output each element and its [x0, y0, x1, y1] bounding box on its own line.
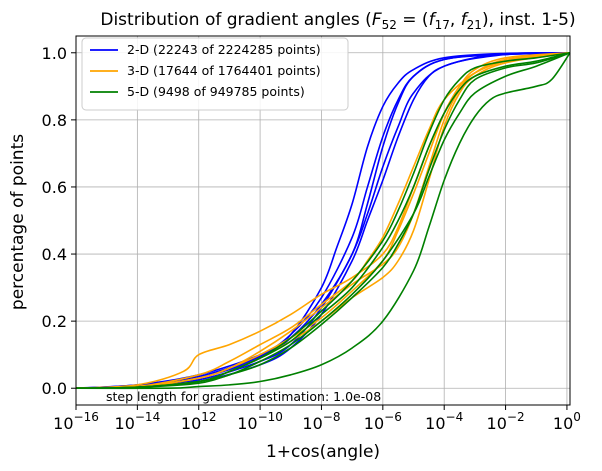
x-tick-label: 10−2	[487, 410, 525, 433]
series-2-line-0	[75, 52, 571, 390]
legend-box	[81, 37, 349, 111]
series-1-line-4	[75, 51, 571, 390]
series-1-line-1	[75, 51, 571, 390]
series-0-line-2	[75, 51, 571, 390]
legend: 2-D (22243 of 2224285 points) 3-D (17644 …	[81, 37, 349, 111]
legend-entry: 2-D (22243 of 2224285 points)	[127, 42, 321, 57]
y-tick-label: 0.8	[42, 111, 67, 130]
y-axis-label: percentage of points	[8, 134, 28, 310]
plot-frame	[75, 35, 571, 406]
y-tick-label: 0.6	[42, 178, 67, 197]
x-tick-label: 10−14	[115, 410, 161, 433]
x-tick-label: 100	[553, 410, 581, 433]
x-tick-label: 10−16	[53, 410, 99, 433]
x-tick-label: 1012	[181, 410, 217, 433]
x-tick-label: 10−6	[364, 410, 402, 433]
chart-title: Distribution of gradient angles (F52 = (…	[100, 10, 575, 32]
step-length-annotation: step length for gradient estimation: 1.0…	[106, 389, 381, 404]
y-axis-ticks: 0.0 0.2 0.4 0.6 0.8 1.0	[42, 44, 76, 398]
y-tick-label: 0.0	[42, 379, 67, 398]
x-tick-label: 10−8	[302, 410, 340, 433]
x-tick-label: 10−10	[237, 410, 283, 433]
series-lines	[75, 51, 571, 390]
series-2-line-3	[75, 52, 571, 390]
grid-lines	[75, 36, 570, 405]
legend-entry: 3-D (17644 of 1764401 points)	[127, 63, 321, 78]
y-tick-label: 0.2	[42, 312, 67, 331]
y-tick-label: 0.4	[42, 245, 67, 264]
series-0-line-4	[75, 51, 571, 390]
series-2-line-4	[75, 51, 571, 390]
y-tick-label: 1.0	[42, 44, 67, 63]
x-axis-ticks: 10−16 10−14 1012 10−10 10−8 10−6 10−4 10−2 100	[53, 405, 581, 433]
x-tick-label: 10−4	[425, 410, 463, 433]
legend-entry: 5-D (9498 of 949785 points)	[127, 84, 305, 99]
x-axis-label: 1+cos(angle)	[266, 442, 380, 462]
